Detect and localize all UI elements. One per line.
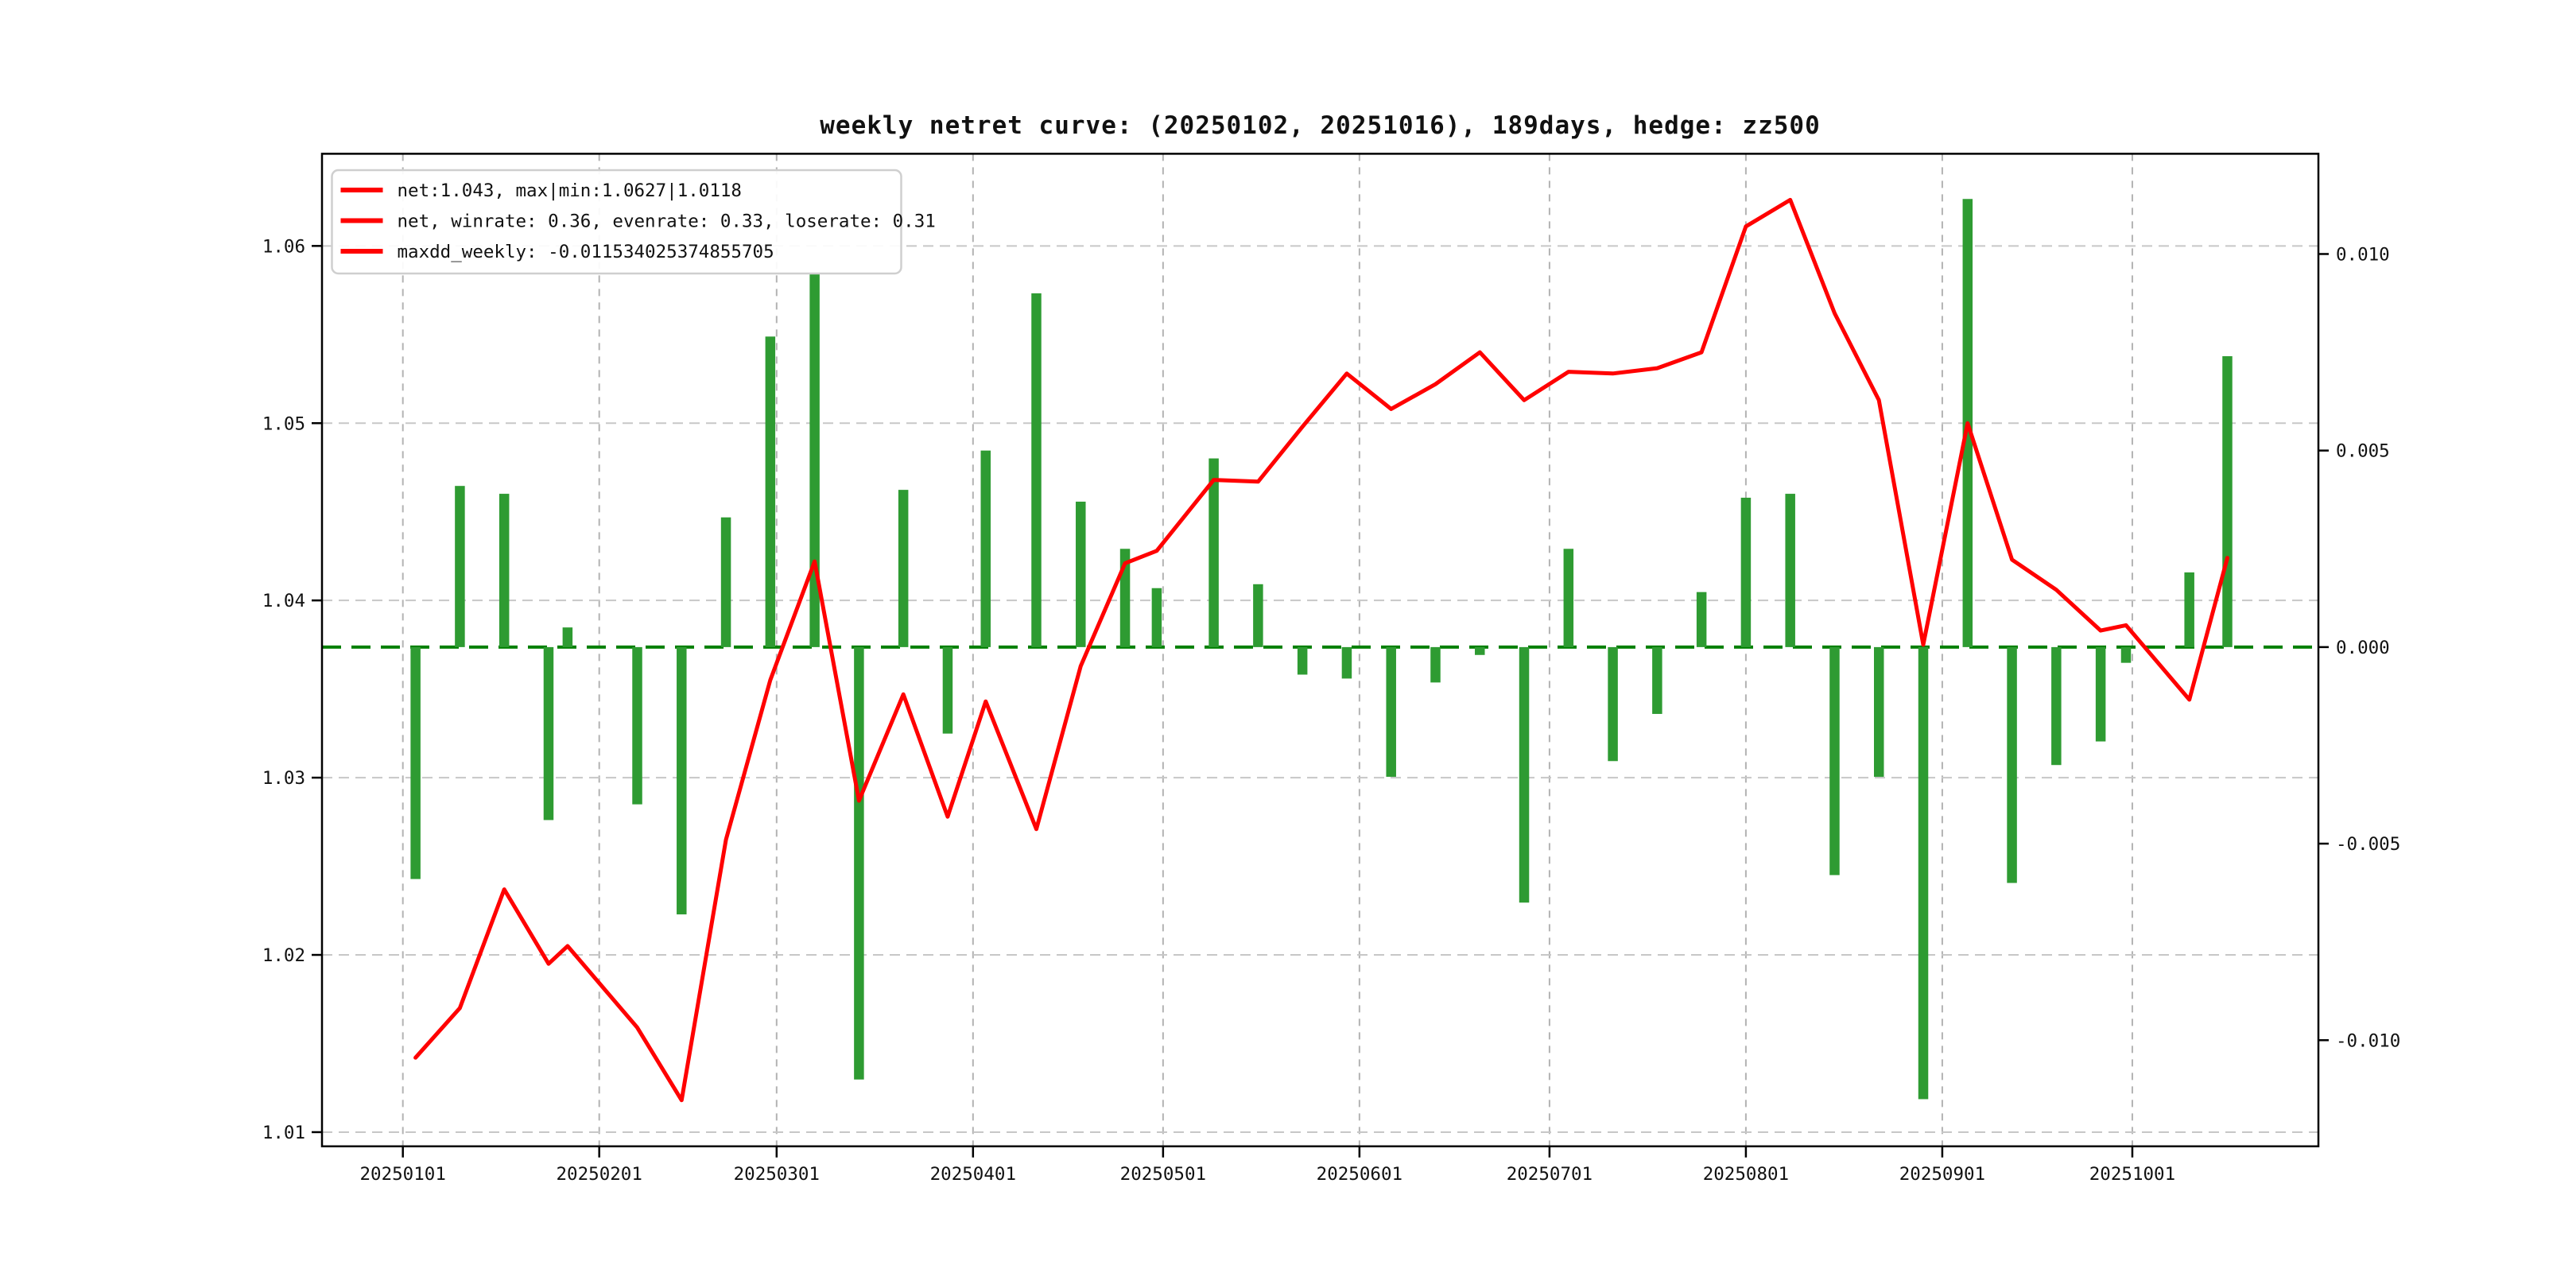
- weekly-return-bar: [1519, 646, 1530, 903]
- weekly-return-bar: [720, 517, 731, 647]
- right-axis-tick-label: 0.000: [2336, 638, 2390, 658]
- plot-border: [320, 153, 2320, 1148]
- weekly-return-bar: [1740, 498, 1752, 647]
- right-axis-tick-label: -0.010: [2336, 1030, 2400, 1051]
- weekly-return-bar: [980, 450, 991, 647]
- weekly-return-bar: [1475, 646, 1485, 655]
- weekly-return-bar: [765, 336, 776, 647]
- weekly-return-bar: [2222, 356, 2233, 647]
- weekly-return-bar: [1031, 293, 1042, 647]
- right-axis-tick-label: 0.010: [2336, 244, 2390, 265]
- x-axis-tick-label: 20250101: [360, 1164, 446, 1185]
- left-axis-tick-label: 1.06: [262, 236, 305, 257]
- weekly-return-bar: [1341, 646, 1352, 679]
- weekly-return-bar: [854, 646, 864, 1080]
- weekly-return-bar: [543, 646, 554, 821]
- legend-item-label: net:1.043, max|min:1.0627|1.0118: [398, 180, 742, 201]
- weekly-return-bar: [1151, 588, 1162, 647]
- left-axis-tick-label: 1.05: [262, 413, 305, 434]
- weekly-return-bar: [1696, 592, 1707, 647]
- weekly-return-bar: [499, 494, 510, 647]
- weekly-return-bar: [1297, 646, 1308, 675]
- chart-title: weekly netret curve: (20250102, 20251016…: [820, 111, 1820, 140]
- x-axis-tick-label: 20250501: [1120, 1164, 1206, 1185]
- axes-spines: [320, 153, 2320, 1148]
- left-axis-tick-label: 1.04: [262, 591, 305, 611]
- weekly-return-bar: [809, 274, 820, 647]
- legend-item: net:1.043, max|min:1.0627|1.0118: [340, 180, 742, 201]
- left-axis-tick-label: 1.03: [262, 768, 305, 789]
- weekly-return-bar: [898, 490, 909, 647]
- weekly-return-bar: [1208, 458, 1219, 647]
- weekly-return-bar: [2120, 646, 2132, 663]
- right-axis-tick-label: 0.005: [2336, 441, 2390, 462]
- weekly-return-bar: [677, 646, 687, 915]
- weekly-return-bar: [2184, 572, 2194, 647]
- weekly-return-bars: [410, 199, 2233, 1100]
- gridlines: [322, 153, 2318, 1146]
- weekly-return-bar: [562, 627, 573, 647]
- weekly-return-bar: [1076, 501, 1086, 647]
- legend: net:1.043, max|min:1.0627|1.0118 net, wi…: [331, 169, 936, 275]
- weekly-return-bar: [1829, 646, 1840, 875]
- net-curve: [413, 197, 2229, 1103]
- weekly-return-bar: [2051, 646, 2062, 766]
- axis-ticks: 1.01 1.02 1.03 1.04 1.05 1.06 -0.010 -0.005 0.00…: [262, 236, 2400, 1184]
- net-curve-line: [413, 197, 2229, 1103]
- weekly-return-bar: [942, 646, 953, 734]
- legend-box: [331, 169, 902, 275]
- x-axis-tick-label: 20250901: [1899, 1164, 1985, 1185]
- x-axis-tick-label: 20250201: [557, 1164, 642, 1185]
- weekly-return-bar: [410, 646, 421, 879]
- weekly-return-bar: [455, 486, 465, 647]
- x-axis-tick-label: 20250701: [1507, 1164, 1593, 1185]
- weekly-return-bar: [1386, 646, 1396, 778]
- weekly-return-bar: [1873, 646, 1884, 778]
- x-axis-tick-label: 20250401: [930, 1164, 1016, 1185]
- weekly-return-bar: [2007, 646, 2017, 883]
- weekly-return-bar: [632, 646, 642, 805]
- x-axis-tick-label: 20251001: [2089, 1164, 2175, 1185]
- weekly-return-bar: [1608, 646, 1618, 762]
- weekly-return-bar: [1563, 549, 1574, 647]
- x-axis-tick-label: 20250301: [734, 1164, 820, 1185]
- weekly-return-bar: [1652, 646, 1662, 714]
- left-axis-tick-label: 1.02: [262, 945, 305, 966]
- x-axis-tick-label: 20250801: [1703, 1164, 1789, 1185]
- weekly-return-bar: [2095, 646, 2106, 742]
- legend-item-label: maxdd_weekly: -0.011534025374855705: [398, 242, 774, 262]
- weekly-return-bar: [1253, 584, 1263, 647]
- x-axis-tick-label: 20250601: [1317, 1164, 1402, 1185]
- weekly-return-bar: [1430, 646, 1441, 683]
- weekly-return-bar: [1785, 494, 1795, 647]
- legend-item: maxdd_weekly: -0.011534025374855705: [340, 242, 774, 262]
- right-axis-tick-label: -0.005: [2336, 834, 2400, 855]
- left-axis-tick-label: 1.01: [262, 1123, 305, 1143]
- weekly-return-bar: [1918, 646, 1929, 1100]
- legend-item: net, winrate: 0.36, evenrate: 0.33, lose…: [340, 211, 936, 232]
- legend-item-label: net, winrate: 0.36, evenrate: 0.33, lose…: [398, 211, 936, 232]
